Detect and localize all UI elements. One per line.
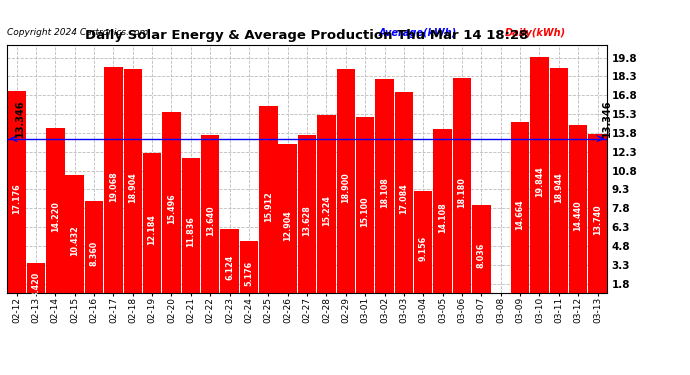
Text: 18.904: 18.904 (128, 172, 137, 203)
Text: 18.180: 18.180 (457, 177, 466, 207)
Bar (181, 158, 200, 306)
Text: 13.346: 13.346 (15, 99, 25, 137)
Text: 13.346: 13.346 (602, 99, 612, 137)
Text: Copyright 2024 Cartronics.com: Copyright 2024 Cartronics.com (7, 28, 148, 37)
Bar (143, 153, 161, 306)
Text: 18.900: 18.900 (342, 172, 351, 203)
Text: 8.360: 8.360 (90, 241, 99, 266)
Bar (356, 117, 375, 306)
Bar (395, 92, 413, 306)
Bar (433, 129, 452, 306)
Text: 12.904: 12.904 (283, 210, 292, 241)
Text: 17.084: 17.084 (400, 184, 408, 214)
Text: 14.220: 14.220 (51, 201, 60, 232)
Text: 13.740: 13.740 (593, 205, 602, 236)
Bar (220, 230, 239, 306)
Text: 9.156: 9.156 (419, 236, 428, 261)
Text: 15.912: 15.912 (264, 191, 273, 222)
Text: 6.124: 6.124 (225, 255, 234, 280)
Bar (569, 125, 587, 306)
Bar (239, 241, 258, 306)
Text: 15.224: 15.224 (322, 195, 331, 226)
Text: 15.100: 15.100 (361, 196, 370, 227)
Text: 18.108: 18.108 (380, 177, 389, 208)
Bar (337, 69, 355, 306)
Text: 12.184: 12.184 (148, 214, 157, 245)
Bar (414, 191, 433, 306)
Text: 13.628: 13.628 (302, 205, 312, 236)
Text: 19.068: 19.068 (109, 171, 118, 202)
Text: 3.420: 3.420 (32, 272, 41, 297)
Text: Average(kWh): Average(kWh) (379, 28, 457, 38)
Text: 18.944: 18.944 (554, 172, 563, 203)
Bar (279, 144, 297, 306)
Text: 10.432: 10.432 (70, 225, 79, 256)
Bar (66, 175, 84, 306)
Text: Daily(kWh): Daily(kWh) (505, 28, 566, 38)
Text: 14.440: 14.440 (573, 200, 582, 231)
Bar (104, 67, 123, 306)
Text: 8.036: 8.036 (477, 243, 486, 268)
Text: 14.664: 14.664 (515, 199, 524, 230)
Text: 17.176: 17.176 (12, 183, 21, 214)
Bar (550, 68, 568, 306)
Bar (511, 122, 529, 306)
Text: 14.108: 14.108 (438, 202, 447, 233)
Bar (317, 115, 335, 306)
Bar (162, 112, 181, 306)
Bar (8, 90, 26, 306)
Bar (85, 201, 104, 306)
Bar (46, 128, 64, 306)
Text: 5.176: 5.176 (244, 261, 253, 286)
Text: 11.836: 11.836 (186, 217, 195, 248)
Bar (298, 135, 316, 306)
Title: Daily Solar Energy & Average Production Thu Mar 14 18:28: Daily Solar Energy & Average Production … (86, 30, 529, 42)
Bar (201, 135, 219, 306)
Bar (124, 69, 142, 306)
Bar (589, 134, 607, 306)
Bar (375, 79, 394, 306)
Bar (472, 206, 491, 306)
Text: 15.496: 15.496 (167, 194, 176, 224)
Bar (259, 106, 277, 306)
Text: 19.844: 19.844 (535, 166, 544, 197)
Text: 13.640: 13.640 (206, 206, 215, 236)
Bar (27, 263, 45, 306)
Bar (453, 78, 471, 306)
Bar (530, 57, 549, 306)
